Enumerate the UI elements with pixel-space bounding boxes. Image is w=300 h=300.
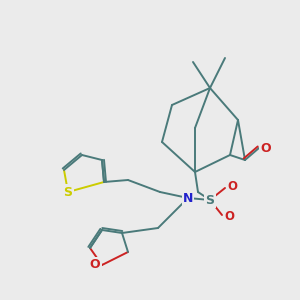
Text: O: O [90,259,100,272]
Text: N: N [183,191,193,205]
Text: S: S [64,185,73,199]
Text: S: S [206,194,214,206]
Text: O: O [261,142,271,154]
Text: O: O [227,181,237,194]
Text: O: O [224,211,234,224]
